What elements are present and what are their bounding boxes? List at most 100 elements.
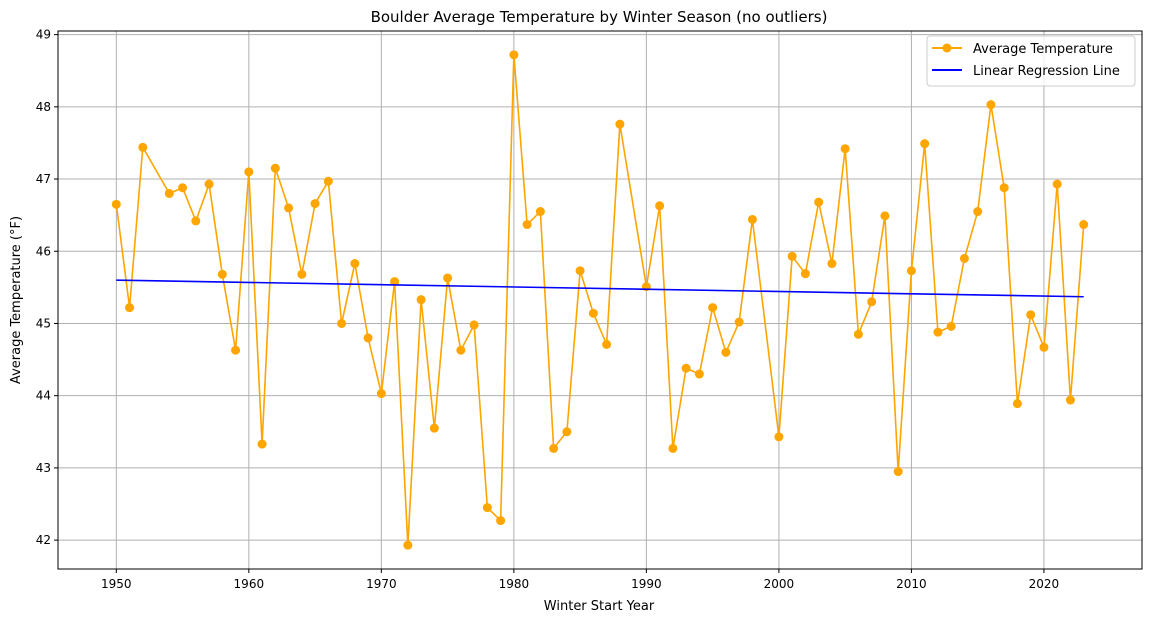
legend-marker-average-temperature [942,43,952,53]
x-tick-label: 2000 [764,577,795,591]
x-tick-label: 1980 [499,577,530,591]
average-temperature-point [125,303,135,313]
average-temperature-point [920,139,930,149]
average-temperature-point [893,467,903,477]
average-temperature-point [562,427,572,437]
average-temperature-point [1026,310,1036,320]
average-temperature-point [973,207,983,217]
average-temperature-point [999,183,1009,193]
average-temperature-point [694,369,704,379]
x-tick-label: 2020 [1029,577,1060,591]
average-temperature-point [284,203,294,213]
average-temperature-point [655,201,665,211]
plot-frame [57,30,1143,570]
x-tick-label: 1960 [234,577,265,591]
average-temperature-point [429,423,439,433]
legend-label-average-temperature: Average Temperature [973,42,1113,57]
y-axis-title: Average Temperature (°F) [9,216,24,384]
average-temperature-point [482,503,492,513]
average-temperature-point [390,277,400,287]
average-temperature-line [115,54,1085,546]
average-temperature-point [588,308,598,318]
regression-line [116,279,1084,298]
y-tick-label: 47 [36,172,51,186]
average-temperature-point [615,119,625,129]
average-temperature-point [1012,399,1022,409]
average-temperature-point [138,142,148,152]
average-temperature-point [257,439,267,449]
average-temperature-point [244,167,254,177]
average-temperature-point [800,269,810,279]
average-temperature-point [111,199,121,209]
average-temperature-point [734,317,744,327]
average-temperature-point [575,266,585,276]
average-temperature-point [1052,179,1062,189]
y-tick-label: 45 [36,316,51,330]
average-temperature-point [217,269,227,279]
average-temperature-point [535,207,545,217]
average-temperature-point [376,389,386,399]
average-temperature-point [602,339,612,349]
y-tick-label: 49 [36,28,51,42]
y-tick-label: 48 [36,100,51,114]
average-temperature-point [297,269,307,279]
average-temperature-point [1079,220,1089,230]
average-temperature-point [747,214,757,224]
average-temperature-point [827,259,837,269]
average-temperature-point [164,188,174,198]
average-temperature-point [721,347,731,357]
grid [58,31,1142,569]
x-tick-label: 2010 [896,577,927,591]
average-temperature-point [456,345,466,355]
average-temperature-point [509,50,519,60]
average-temperature-point [231,345,241,355]
average-temperature-point [840,144,850,154]
tick-layer: 1950 1960 1970 1980 1990 2000 2010 2020 42 43 44 45… [36,28,1059,591]
y-tick-label: 46 [36,244,51,258]
average-temperature-point [1065,395,1075,405]
average-temperature-point [787,251,797,261]
average-temperature-point [178,183,188,193]
average-temperature-point [668,443,678,453]
average-temperature-point [443,273,453,283]
average-temperature-point [867,297,877,307]
chart-title: Boulder Average Temperature by Winter Se… [371,8,828,26]
average-temperature-point [708,303,718,313]
average-temperature-point [191,216,201,226]
legend-box [926,35,1136,87]
average-temperature-point [416,295,426,305]
average-temperature-point [959,253,969,263]
average-temperature-point [403,540,413,550]
average-temperature-point [933,327,943,337]
x-tick-label: 1950 [101,577,132,591]
y-tick-label: 44 [36,389,51,403]
legend-label-regression-line: Linear Regression Line [973,64,1120,79]
average-temperature-point [946,321,956,331]
average-temperature-point [906,266,916,276]
x-tick-label: 1990 [631,577,662,591]
average-temperature-point [350,259,360,269]
average-temperature-point [323,176,333,186]
average-temperature-point [814,197,824,207]
average-temperature-point [363,333,373,343]
average-temperature-point [681,363,691,373]
average-temperature-point [270,163,280,173]
average-temperature-point [204,179,214,189]
average-temperature-point [853,329,863,339]
average-temperature-point [986,100,996,110]
series-layer [111,50,1089,550]
legend: Average Temperature Linear Regression Li… [926,35,1136,87]
y-tick-label: 43 [36,461,51,475]
average-temperature-point [496,516,506,526]
average-temperature-point [522,220,532,230]
x-tick-label: 1970 [366,577,397,591]
average-temperature-point [549,443,559,453]
x-axis-title: Winter Start Year [544,599,655,614]
average-temperature-point [469,320,479,330]
y-tick-label: 42 [36,533,51,547]
average-temperature-point [310,199,320,209]
average-temperature-point [774,432,784,442]
average-temperature-point [880,211,890,221]
average-temperature-point [1039,342,1049,352]
